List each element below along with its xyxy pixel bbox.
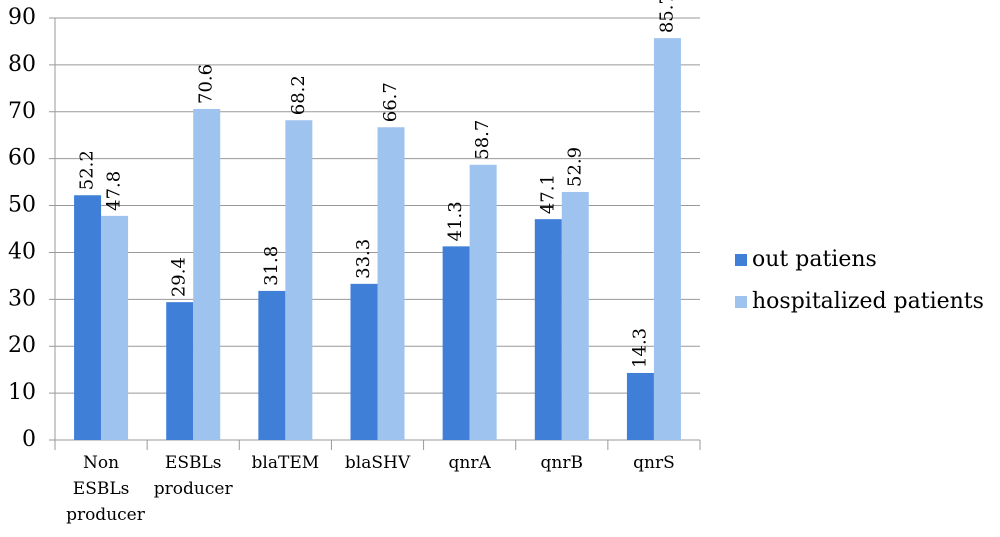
bar [626, 372, 654, 440]
bar [258, 290, 286, 440]
bar [285, 120, 313, 441]
data-label: 31.8 [261, 246, 282, 286]
data-label: 33.3 [353, 239, 374, 279]
legend-label: hospitalized patients [752, 289, 984, 314]
y-tick-label: 30 [8, 286, 36, 311]
bar [442, 246, 470, 440]
bar [74, 195, 102, 440]
x-tick-label: blaTEM [251, 453, 320, 473]
y-tick-label: 90 [8, 5, 36, 30]
x-tick-label: ESBLs producer [153, 453, 233, 499]
data-label: 70.6 [196, 64, 217, 104]
y-tick-label: 0 [22, 427, 36, 452]
data-label: 58.7 [472, 120, 493, 160]
y-tick-label: 60 [8, 146, 36, 171]
bar [193, 108, 221, 440]
data-label: 29.4 [169, 257, 190, 297]
bar [534, 219, 562, 440]
x-tick-label: Non ESBLs producer [66, 453, 145, 525]
data-label: 47.8 [104, 171, 125, 211]
bar [561, 191, 589, 440]
bar [350, 283, 378, 440]
bar [469, 164, 497, 441]
legend-swatch [735, 254, 747, 266]
y-tick-label: 70 [8, 99, 36, 124]
bar [166, 302, 194, 440]
x-tick-label: qnrA [448, 453, 491, 473]
data-label: 41.3 [445, 201, 466, 241]
y-tick-label: 50 [8, 193, 36, 218]
data-label: 68.2 [288, 75, 309, 115]
y-tick-label: 40 [8, 239, 36, 264]
data-label: 14.3 [629, 328, 650, 368]
bar [653, 38, 681, 440]
x-tick-label: qnrS [633, 453, 675, 473]
data-label: 52.9 [564, 147, 585, 187]
data-label: 52.2 [77, 150, 98, 190]
legend-label: out patiens [752, 247, 877, 272]
y-tick-label: 20 [8, 333, 36, 358]
y-tick-label: 10 [8, 380, 36, 405]
x-tick-label: qnrB [540, 453, 583, 473]
y-tick-label: 80 [8, 52, 36, 77]
bar [377, 127, 405, 441]
legend-swatch [735, 296, 747, 308]
data-label: 66.7 [380, 82, 401, 122]
data-label: 85.7 [656, 0, 677, 33]
data-label: 47.1 [537, 174, 558, 214]
bar [101, 215, 129, 440]
x-tick-label: blaSHV [344, 453, 411, 473]
